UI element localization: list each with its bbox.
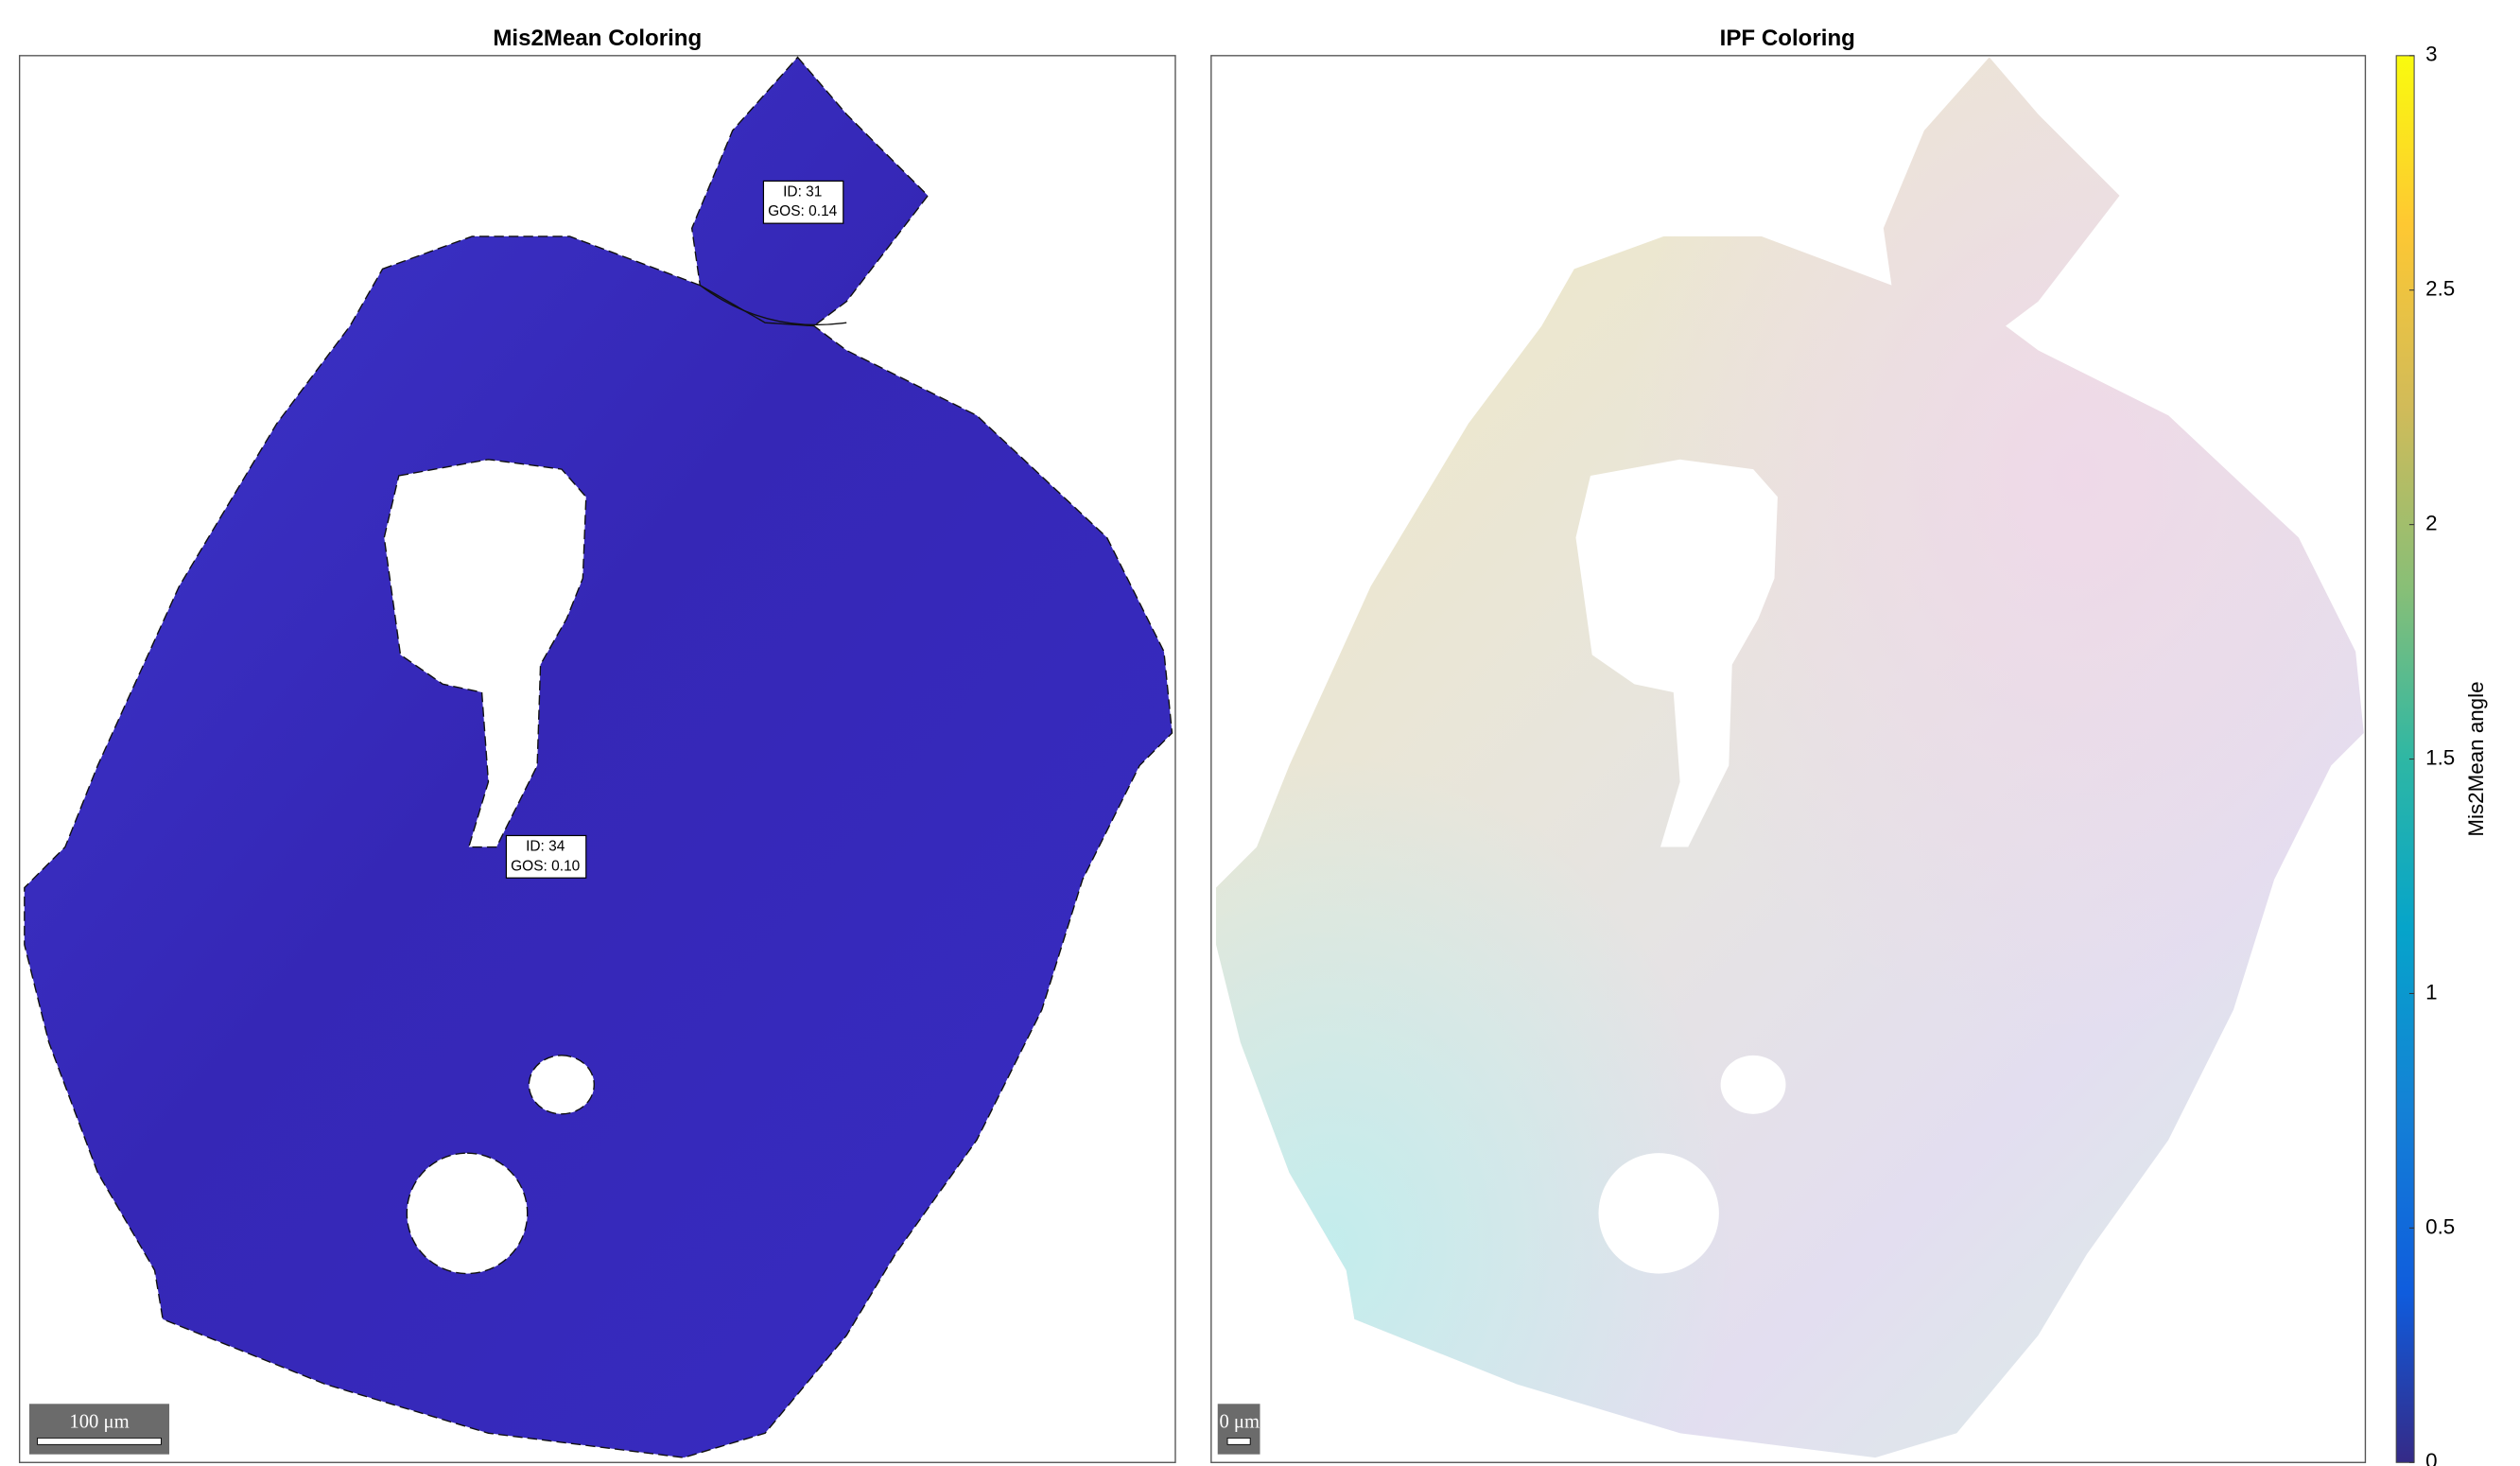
- colorbar-tick-label: 2.5: [2425, 277, 2455, 301]
- panel-title: Mis2Mean Coloring: [493, 26, 702, 51]
- colorbar-ticks: 0 0.5 1 1.5 2 2.5 3: [2408, 43, 2455, 1466]
- scalebar: [1226, 1438, 1251, 1445]
- colorbar: [2395, 55, 2415, 1463]
- scalebar-label: 0 μm: [1219, 1412, 1260, 1433]
- colorbar-tick-label: 1.5: [2425, 745, 2455, 769]
- annotation: GOS: 0.14: [768, 203, 838, 219]
- scalebar-box: [1217, 1404, 1260, 1455]
- colorbar-tick-label: 0: [2425, 1449, 2437, 1466]
- annotation: ID: 31: [783, 184, 822, 201]
- colorbar-label: Mis2Mean angle: [2464, 681, 2488, 836]
- colorbar-tick-label: 2: [2425, 512, 2437, 535]
- annotation: GOS: 0.10: [511, 858, 580, 874]
- scalebar: [37, 1438, 162, 1445]
- annotation: ID: 34: [526, 839, 565, 855]
- scalebar-box: [28, 1404, 170, 1455]
- colorbar-tick-label: 3: [2425, 43, 2437, 66]
- annotation-box: [505, 834, 587, 879]
- grain-boundary: [699, 285, 847, 326]
- colorbar-tick-label: 0.5: [2425, 1214, 2455, 1238]
- panel-title: IPF Coloring: [1720, 26, 1855, 51]
- scalebar-label: 100 μm: [69, 1412, 129, 1433]
- annotation-box: [762, 180, 844, 224]
- colorbar-tick-label: 1: [2425, 980, 2437, 1004]
